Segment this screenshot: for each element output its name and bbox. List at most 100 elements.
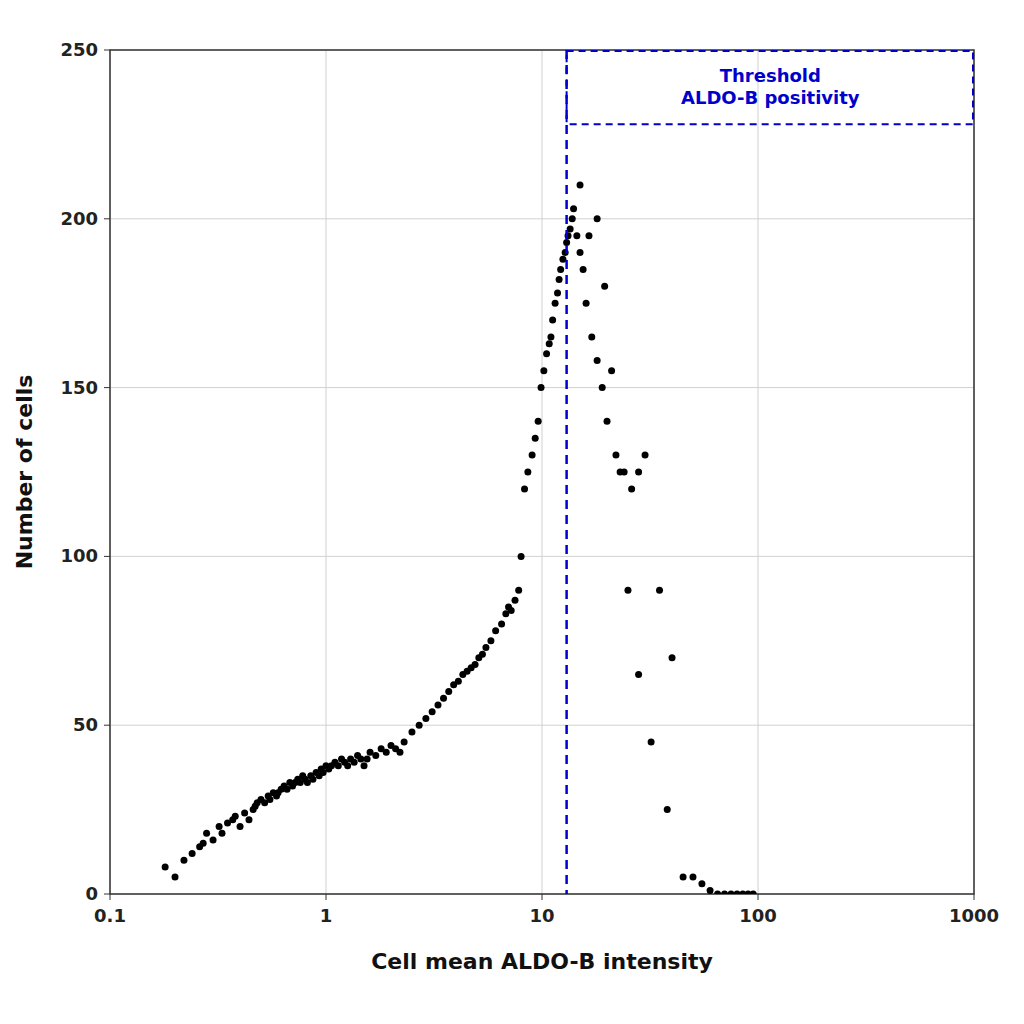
x-tick-label: 1 <box>320 905 333 926</box>
y-grid-line <box>110 218 974 219</box>
point <box>479 651 486 658</box>
point <box>357 755 364 762</box>
point <box>549 317 556 324</box>
point <box>532 435 539 442</box>
point <box>309 776 316 783</box>
point <box>245 816 252 823</box>
point <box>383 749 390 756</box>
point <box>588 333 595 340</box>
x-axis-label: Cell mean ALDO-B intensity <box>371 949 713 974</box>
y-tick <box>104 556 110 557</box>
x-tick <box>326 894 327 900</box>
point <box>635 469 642 476</box>
x-tick-label: 100 <box>739 905 777 926</box>
point <box>577 249 584 256</box>
y-grid-line <box>110 725 974 726</box>
point <box>570 205 577 212</box>
point <box>573 232 580 239</box>
y-tick <box>104 894 110 895</box>
point <box>210 836 217 843</box>
y-tick-label: 0 <box>85 883 98 904</box>
point <box>189 850 196 857</box>
point <box>547 333 554 340</box>
point <box>608 367 615 374</box>
point <box>335 762 342 769</box>
point <box>617 469 624 476</box>
point <box>492 627 499 634</box>
point <box>518 553 525 560</box>
point <box>162 863 169 870</box>
point <box>698 880 705 887</box>
point <box>237 823 244 830</box>
point <box>714 891 721 895</box>
point <box>569 215 576 222</box>
point <box>429 708 436 715</box>
x-tick <box>758 894 759 900</box>
point <box>594 357 601 364</box>
x-grid-line <box>542 50 543 894</box>
x-tick <box>110 894 111 900</box>
point <box>515 587 522 594</box>
point <box>364 755 371 762</box>
point <box>401 739 408 746</box>
annotation-text: ThresholdALDO-B positivity <box>681 65 860 108</box>
point <box>594 215 601 222</box>
point <box>552 300 559 307</box>
point <box>524 469 531 476</box>
point <box>648 739 655 746</box>
y-tick <box>104 218 110 219</box>
point <box>203 830 210 837</box>
y-tick-label: 250 <box>60 39 98 60</box>
point <box>556 276 563 283</box>
point <box>599 384 606 391</box>
point <box>172 874 179 881</box>
x-tick <box>974 894 975 900</box>
point <box>707 887 714 894</box>
point <box>445 688 452 695</box>
point <box>508 607 515 614</box>
x-tick-label: 1000 <box>949 905 999 926</box>
point <box>535 418 542 425</box>
point <box>642 452 649 459</box>
point <box>216 823 223 830</box>
point <box>351 759 358 766</box>
point <box>664 806 671 813</box>
point <box>543 350 550 357</box>
point <box>721 891 728 895</box>
plot-frame <box>110 50 974 894</box>
point <box>266 796 273 803</box>
x-tick-label: 0.1 <box>94 905 126 926</box>
point <box>540 367 547 374</box>
point <box>656 587 663 594</box>
point <box>232 813 239 820</box>
background <box>0 0 1024 1024</box>
point <box>529 452 536 459</box>
annotation-line: Threshold <box>720 65 821 86</box>
point <box>635 671 642 678</box>
point <box>601 283 608 290</box>
point <box>241 809 248 816</box>
point <box>498 620 505 627</box>
point <box>416 722 423 729</box>
threshold-line <box>565 50 568 894</box>
point <box>372 752 379 759</box>
point <box>585 232 592 239</box>
point <box>487 637 494 644</box>
grid <box>110 50 974 894</box>
x-tick <box>542 894 543 900</box>
y-tick <box>104 725 110 726</box>
point <box>472 661 479 668</box>
y-tick-label: 150 <box>60 377 98 398</box>
point <box>604 418 611 425</box>
point <box>580 266 587 273</box>
y-tick <box>104 50 110 51</box>
point <box>624 587 631 594</box>
point <box>680 874 687 881</box>
point <box>434 701 441 708</box>
point <box>422 715 429 722</box>
point <box>396 749 403 756</box>
point <box>612 452 619 459</box>
axes: 0.11101001000050100150200250 <box>60 39 999 926</box>
point <box>408 728 415 735</box>
point <box>440 695 447 702</box>
